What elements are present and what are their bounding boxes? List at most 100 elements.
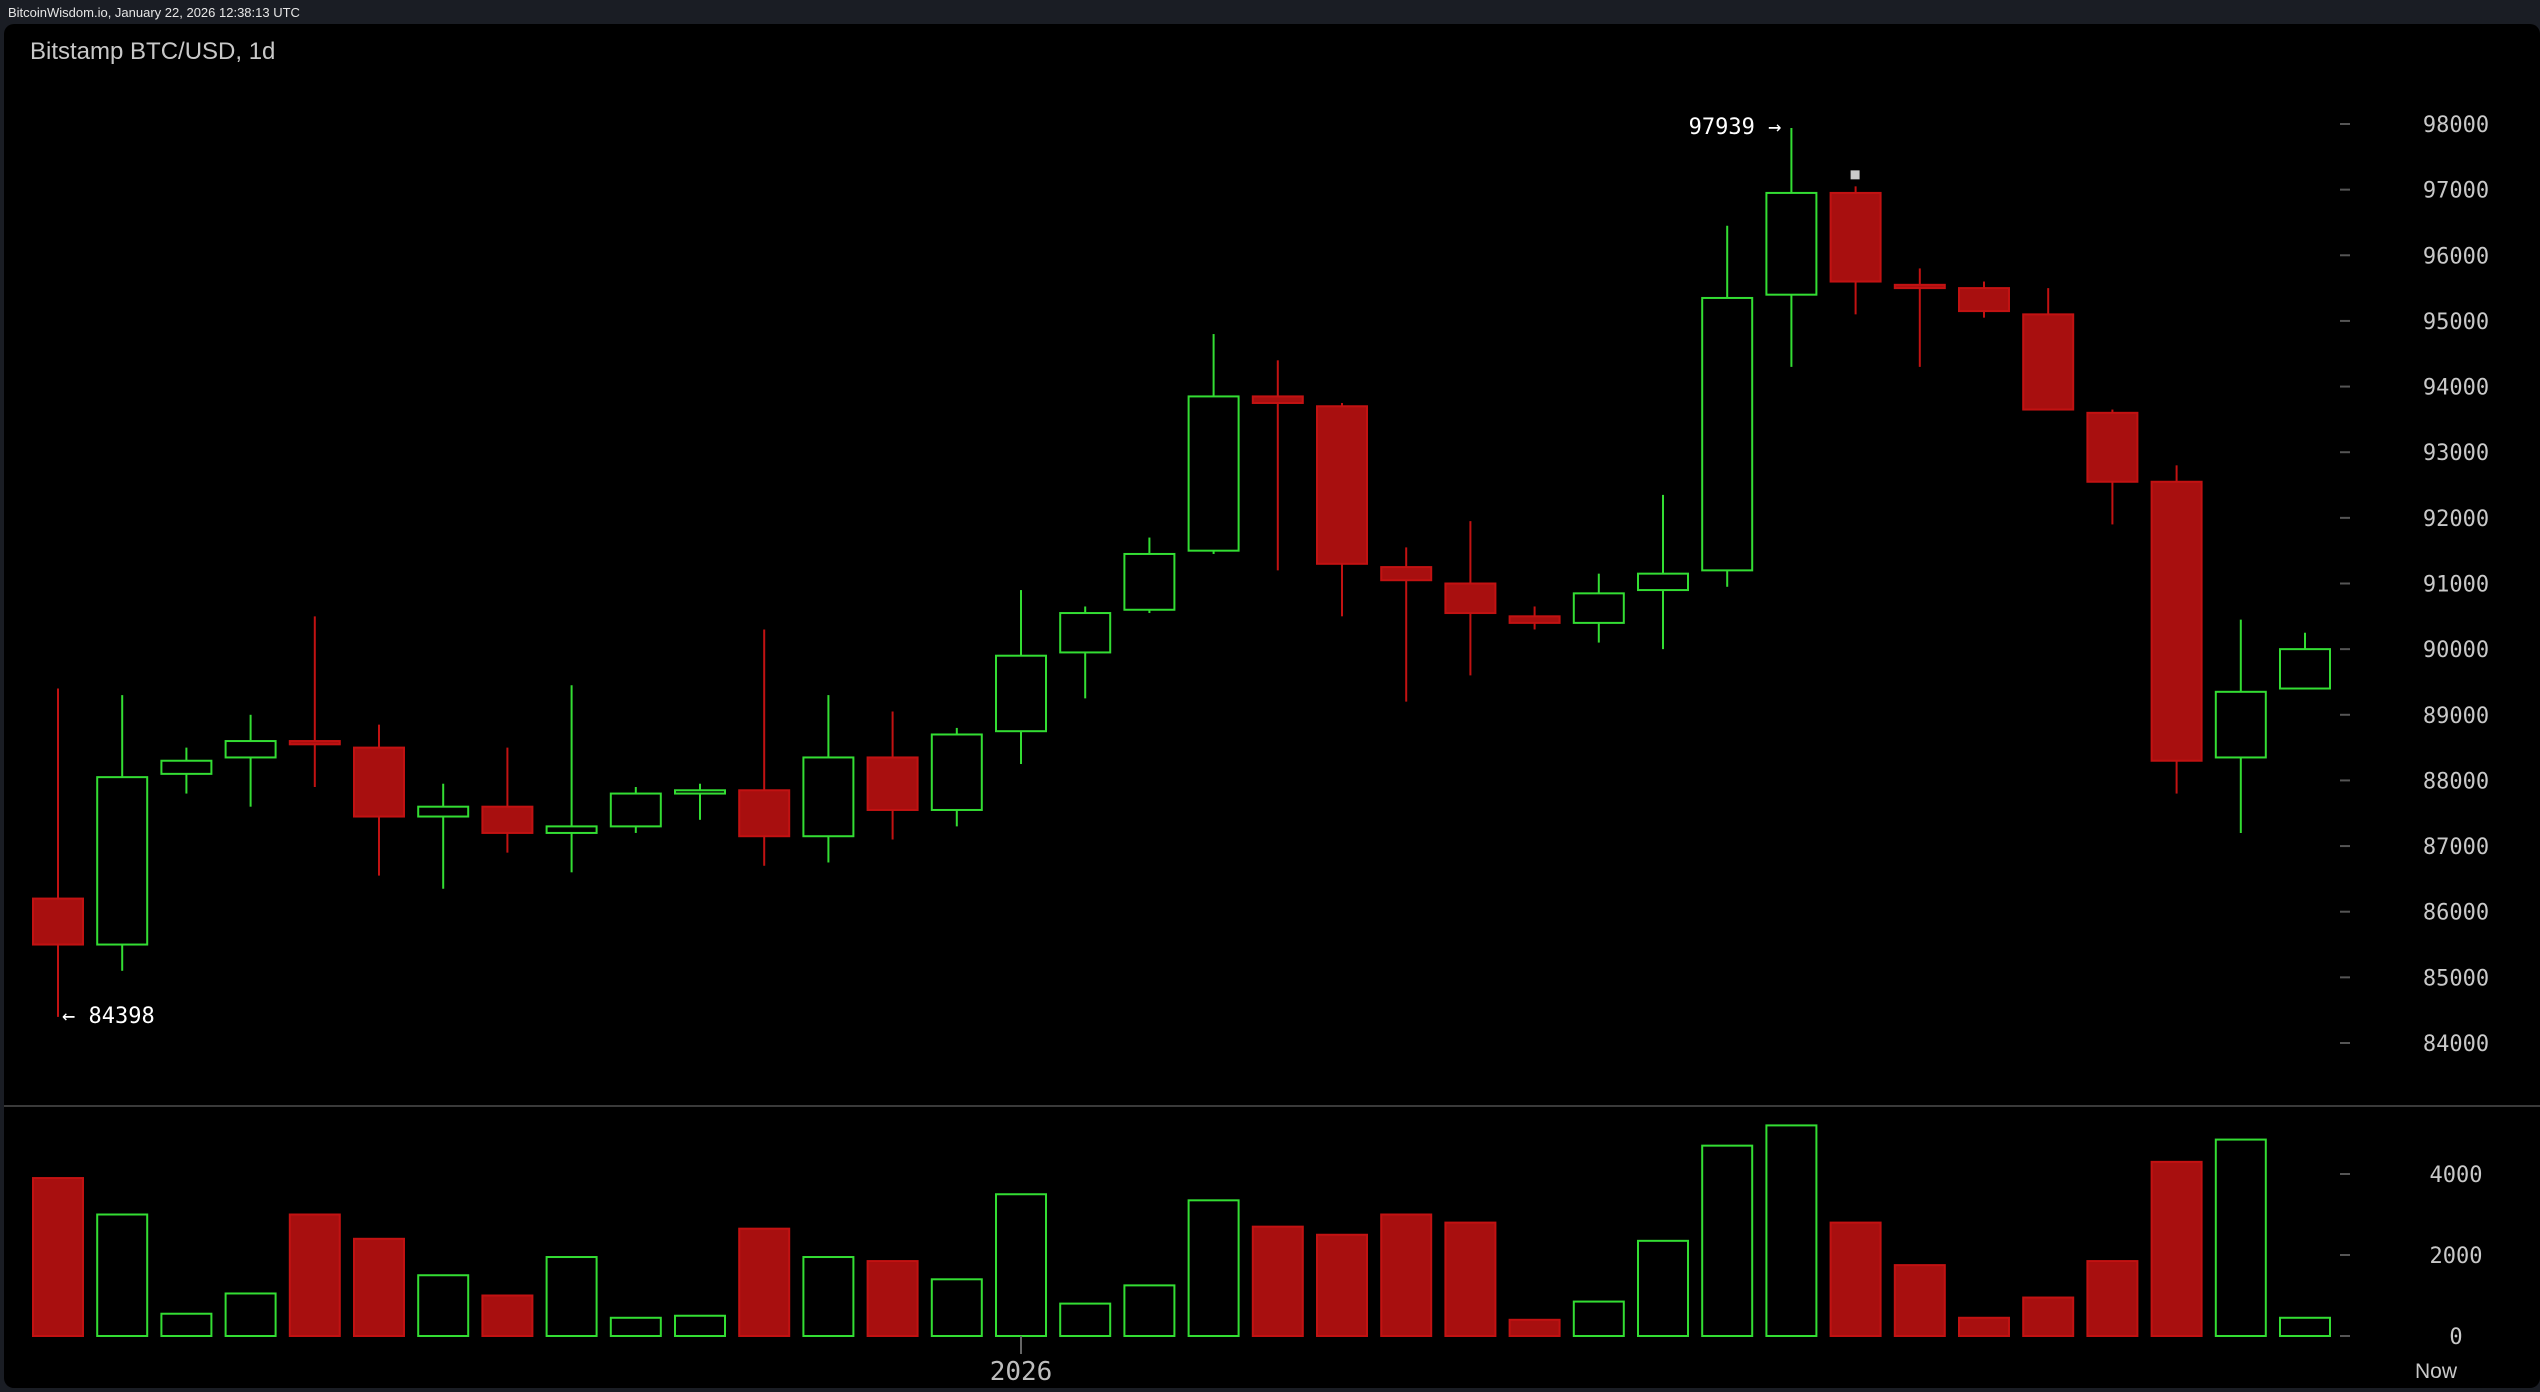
price-tick-label: 97000 bbox=[2423, 179, 2489, 204]
candle-body bbox=[545, 825, 598, 834]
volume-bar bbox=[224, 1292, 277, 1337]
candlestick-chart[interactable]: 84000 85000 86000 87000 88000 89000 90000 91000… bbox=[4, 24, 2540, 1388]
candle-body bbox=[481, 805, 534, 834]
candle bbox=[609, 786, 662, 833]
volume-bar bbox=[1572, 1300, 1625, 1337]
price-tick-label: 88000 bbox=[2423, 769, 2489, 794]
candle-body bbox=[1508, 615, 1561, 624]
candle-body bbox=[609, 792, 662, 828]
price-tick-label: 98000 bbox=[2423, 113, 2489, 138]
volume-bar bbox=[32, 1177, 84, 1338]
candle bbox=[866, 711, 919, 840]
volume-bar bbox=[802, 1256, 855, 1338]
candle bbox=[1380, 547, 1433, 702]
price-tick-label: 85000 bbox=[2423, 966, 2489, 991]
candle bbox=[738, 629, 791, 866]
candle-body bbox=[1701, 296, 1754, 572]
candle-body bbox=[160, 759, 213, 775]
volume-bar bbox=[1251, 1225, 1304, 1338]
candle bbox=[1444, 521, 1497, 676]
price-tick-label: 90000 bbox=[2423, 638, 2489, 663]
candle-body bbox=[1444, 582, 1497, 615]
volume-bar bbox=[2022, 1296, 2075, 1338]
candle-body bbox=[674, 789, 726, 795]
volume-bar bbox=[609, 1316, 662, 1338]
top-info-bar: BitcoinWisdom.io, January 22, 2026 12:38… bbox=[0, 0, 2540, 24]
candle bbox=[1958, 281, 2010, 318]
candle bbox=[1765, 128, 1818, 367]
candle-body bbox=[417, 805, 470, 818]
volume-bar bbox=[1829, 1221, 1882, 1337]
candle bbox=[2086, 409, 2139, 525]
candle bbox=[481, 747, 534, 853]
candle-body bbox=[1893, 283, 1946, 290]
candle bbox=[288, 616, 341, 787]
candle bbox=[1251, 360, 1304, 571]
volume-bar bbox=[353, 1237, 405, 1338]
candle bbox=[545, 685, 598, 873]
source-timestamp: BitcoinWisdom.io, January 22, 2026 12:38… bbox=[8, 5, 300, 20]
candle-body bbox=[96, 776, 149, 946]
candle-body bbox=[2086, 411, 2139, 483]
chart-panel: Bitstamp BTC/USD, 1d 84000 85000 86000 8700… bbox=[4, 24, 2540, 1388]
candle-body bbox=[2214, 690, 2267, 759]
volume-bar bbox=[1123, 1284, 1176, 1337]
high-annotation: 97939 → bbox=[1689, 115, 1782, 140]
volume-bar bbox=[288, 1213, 341, 1337]
candle bbox=[1123, 537, 1176, 614]
volume-bar bbox=[995, 1193, 1047, 1337]
candle bbox=[930, 727, 983, 827]
price-tick-label: 86000 bbox=[2423, 901, 2489, 926]
volume-bar bbox=[1637, 1239, 1689, 1337]
candle-body bbox=[288, 740, 341, 746]
candle-body bbox=[802, 756, 855, 838]
volume-bar bbox=[96, 1213, 149, 1337]
candle-body bbox=[738, 789, 791, 838]
candle-body bbox=[1316, 405, 1368, 565]
candle bbox=[2150, 465, 2203, 794]
volume-bar bbox=[545, 1256, 598, 1338]
candle-body bbox=[1829, 191, 1882, 283]
volume-bar bbox=[1444, 1221, 1497, 1337]
volume-tick-label: 2000 bbox=[2430, 1244, 2483, 1269]
candle bbox=[1637, 494, 1689, 650]
volume-bar bbox=[2086, 1260, 2139, 1337]
candle bbox=[1508, 606, 1561, 630]
candle-body bbox=[1059, 612, 1112, 654]
candle-body bbox=[224, 740, 277, 759]
price-tick-label: 94000 bbox=[2423, 376, 2489, 401]
volume-bar bbox=[160, 1312, 213, 1337]
candle bbox=[1059, 606, 1112, 699]
candle-body bbox=[2150, 480, 2203, 762]
candle-body bbox=[2022, 313, 2075, 411]
volume-bar bbox=[1187, 1199, 1240, 1337]
candle-marker-icon bbox=[1850, 170, 1860, 180]
candle bbox=[1701, 225, 1754, 587]
volume-bar bbox=[1059, 1302, 1112, 1337]
volume-bar bbox=[930, 1278, 983, 1338]
volume-bar bbox=[2279, 1316, 2331, 1338]
volume-tick-label: 4000 bbox=[2430, 1163, 2483, 1188]
low-annotation: ← 84398 bbox=[62, 1004, 155, 1029]
volume-tick-label: 0 bbox=[2449, 1325, 2462, 1350]
price-tick-label: 91000 bbox=[2423, 573, 2489, 598]
volume-bar bbox=[2214, 1138, 2267, 1337]
candle bbox=[2214, 619, 2267, 833]
price-tick-label: 89000 bbox=[2423, 704, 2489, 729]
candle-body bbox=[1958, 287, 2010, 313]
candle-body bbox=[995, 654, 1047, 733]
candle bbox=[353, 724, 405, 876]
candle-body bbox=[866, 756, 919, 811]
candle-body bbox=[353, 746, 405, 818]
volume-bar bbox=[866, 1260, 919, 1337]
volume-bar bbox=[2150, 1160, 2203, 1337]
volume-bar bbox=[1765, 1124, 1818, 1338]
volume-bar bbox=[738, 1227, 791, 1338]
chart-title: Bitstamp BTC/USD, 1d bbox=[30, 38, 276, 65]
candle bbox=[2279, 632, 2331, 690]
candle-body bbox=[930, 733, 983, 811]
price-tick-label: 95000 bbox=[2423, 310, 2489, 335]
candle-body bbox=[1251, 395, 1304, 404]
candle bbox=[224, 714, 277, 807]
candle bbox=[1572, 573, 1625, 643]
